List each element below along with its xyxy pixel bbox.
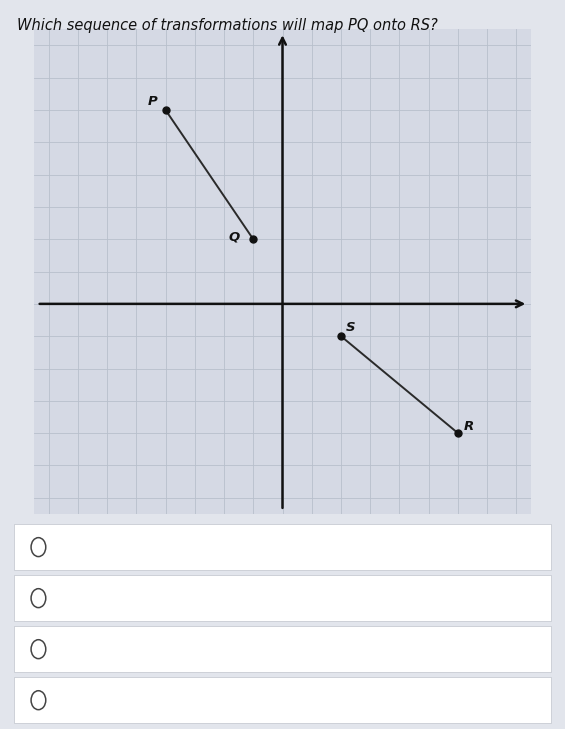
Text: R: R — [464, 420, 474, 433]
Text: a 90° clockwise rotation about the origin, then a reflection over the line y=1: a 90° clockwise rotation about the origi… — [59, 694, 528, 706]
Text: Q: Q — [228, 231, 240, 243]
Text: a translation along the vector <5, -2>, then a reflection in the x-axis: a translation along the vector <5, -2>, … — [59, 592, 482, 604]
Text: a reflection in the x-axis, then a translation along the vector <2, 6>: a reflection in the x-axis, then a trans… — [59, 643, 477, 655]
Text: P: P — [148, 95, 158, 108]
Text: S: S — [345, 321, 355, 335]
Text: a 180° rotation about the origin, then a translation along the vector <2, 2>: a 180° rotation about the origin, then a… — [59, 541, 523, 553]
Text: Which sequence of transformations will map PQ onto RS?: Which sequence of transformations will m… — [17, 18, 438, 34]
